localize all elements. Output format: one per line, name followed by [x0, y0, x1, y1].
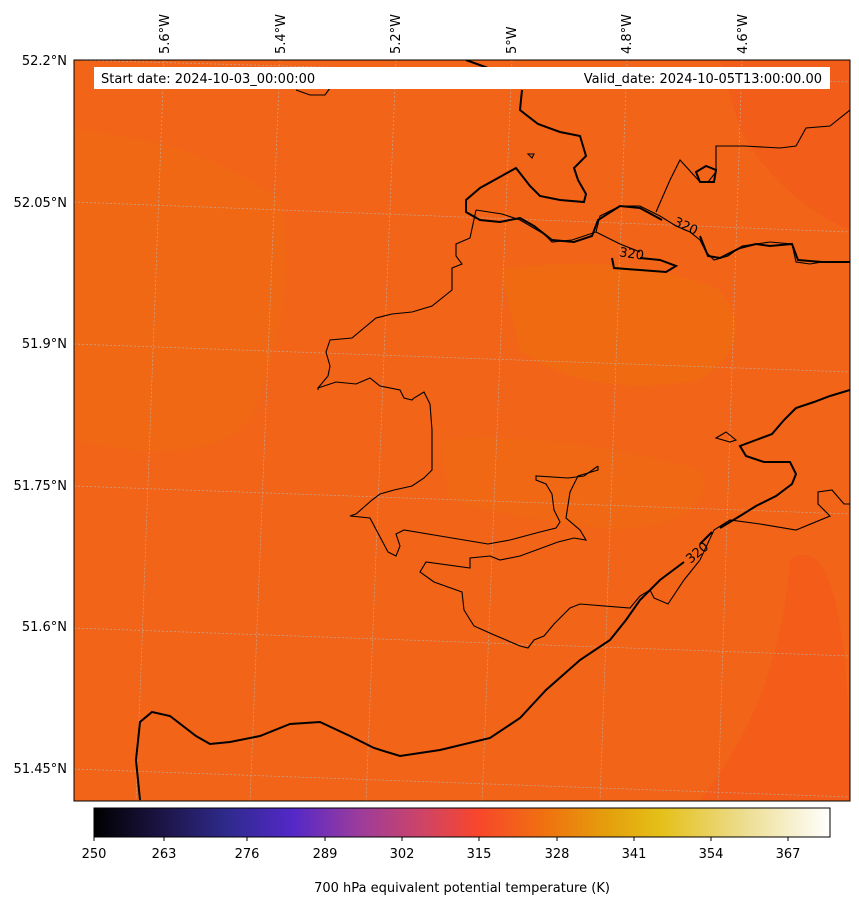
coastline-islet-north [526, 153, 535, 159]
coastline-islet-east [714, 431, 738, 443]
meridian-5-6w [135, 60, 165, 801]
lon-label-5w: 5°W [505, 26, 520, 54]
lat-label-52-2n: 52.2°N [22, 54, 67, 69]
lon-label-5-6w: 5.6°W [158, 14, 173, 54]
coastline-northeast [655, 109, 850, 213]
lat-label-52-05n: 52.05°N [14, 196, 67, 211]
colorbar-ticks [93, 837, 789, 841]
lat-label-51-45n: 51.45°N [14, 762, 67, 777]
lat-label-51-75n: 51.75°N [14, 479, 67, 494]
coastline-southern-peninsula [419, 466, 850, 649]
colorbar-label: 700 hPa equivalent potential temperature… [314, 881, 610, 896]
longitude-labels: 5.6°W 5.4°W 5.2°W 5°W 4.8°W 4.6°W [158, 14, 751, 54]
lon-label-4-6w: 4.6°W [736, 14, 751, 54]
warm-patch-south [440, 438, 704, 530]
colorbar [93, 807, 831, 838]
cb-tick-250: 250 [82, 847, 107, 862]
contour-northeast-shore [699, 235, 850, 263]
cb-tick-341: 341 [622, 847, 647, 862]
parallel-52-05n [74, 201, 850, 233]
coastline-inlet [595, 231, 641, 253]
lon-label-4-8w: 4.8°W [620, 14, 635, 54]
lon-label-5-2w: 5.2°W [389, 14, 404, 54]
coastline-north-islet [295, 87, 331, 96]
lat-label-51-6n: 51.6°N [22, 620, 67, 635]
meridian-4-8w [599, 60, 628, 801]
contour-southern-sweep [134, 561, 685, 801]
warm-patch-west [74, 130, 286, 452]
cb-tick-276: 276 [235, 847, 260, 862]
cb-tick-263: 263 [152, 847, 177, 862]
contour-north-bay [465, 89, 663, 244]
latitude-labels: 52.2°N 52.05°N 51.9°N 51.75°N 51.6°N 51.… [14, 54, 67, 777]
parallel-51-45n [74, 768, 850, 798]
coastline-west-bay [317, 209, 477, 390]
cb-tick-367: 367 [776, 847, 801, 862]
parallel-51-6n [74, 627, 850, 657]
contour-label-gap-bottom [699, 531, 713, 545]
map-panel: 320 320 320 Start date: 2024-10-03_00:00… [74, 60, 850, 801]
cb-tick-328: 328 [545, 847, 570, 862]
start-date-text: Start date: 2024-10-03_00:00:00 [101, 72, 315, 87]
meridian-4-6w [717, 60, 743, 801]
cool-patch-southeast [700, 555, 850, 800]
coastline-milford-haven [317, 377, 599, 557]
cb-tick-289: 289 [313, 847, 338, 862]
cb-tick-315: 315 [467, 847, 492, 862]
parallel-51-9n [74, 343, 850, 373]
valid-date-text: Valid_date: 2024-10-05T13:00:00.00 [584, 72, 822, 87]
cool-patch-northeast [720, 60, 850, 230]
date-box [94, 67, 830, 89]
contour-small-ring [694, 164, 718, 183]
contour-east-coast [719, 389, 850, 529]
cb-tick-354: 354 [699, 847, 724, 862]
map-frame [73, 59, 851, 802]
contour-label-2: 320 [618, 245, 645, 263]
colorbar-tick-labels: 250 263 276 289 302 315 328 341 354 367 [82, 847, 801, 862]
contour-north-edge [465, 60, 489, 69]
cb-tick-302: 302 [390, 847, 415, 862]
lat-label-51-9n: 51.9°N [22, 337, 67, 352]
warm-patch-center [500, 263, 736, 386]
lon-label-5-4w: 5.4°W [274, 14, 289, 54]
contour-inner-loop [611, 257, 679, 274]
parallel-51-75n [74, 485, 850, 515]
